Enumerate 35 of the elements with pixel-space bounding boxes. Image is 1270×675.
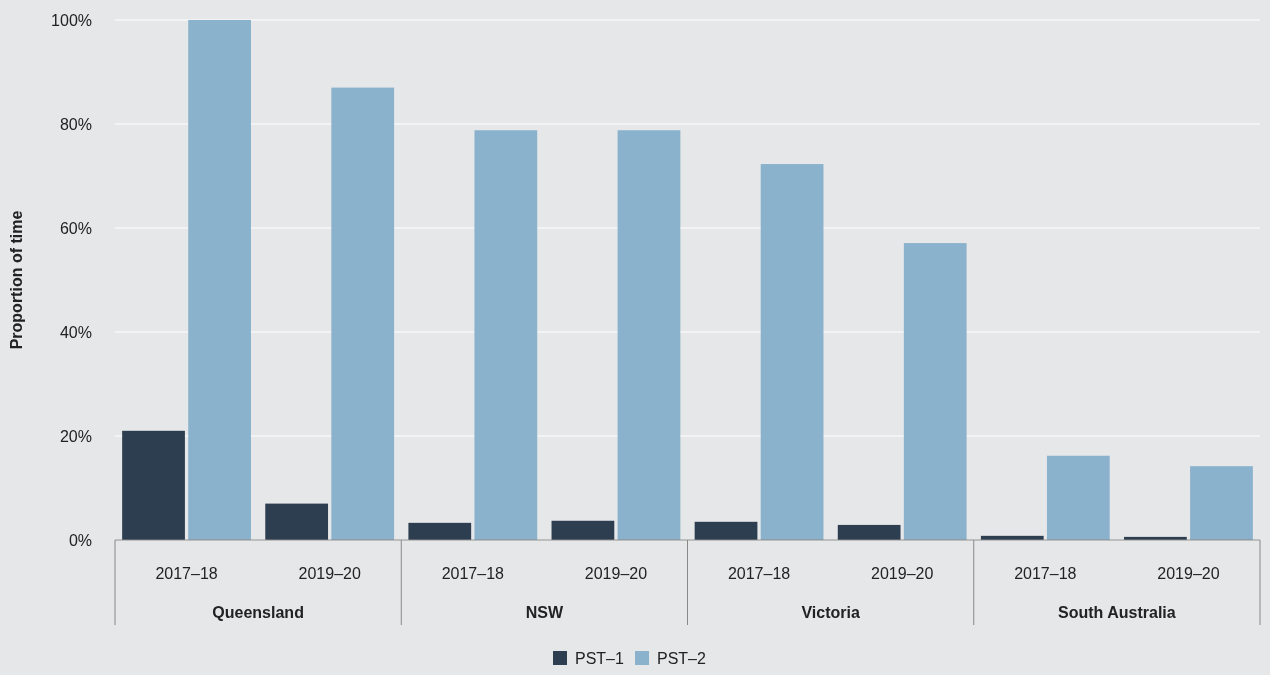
bar: [837, 524, 901, 540]
x-tick-label: 2017–18: [441, 565, 505, 582]
bar: [694, 521, 758, 540]
y-tick-label: 20%: [59, 427, 92, 445]
y-tick-label: 100%: [51, 11, 92, 29]
y-tick-label: 40%: [59, 323, 92, 341]
text: Queensland: [212, 604, 304, 621]
x-tick-label: 2019–20: [584, 565, 648, 582]
x-tick-label: 2017–18: [1014, 565, 1077, 582]
text: NSW: [525, 604, 564, 621]
bar: [188, 20, 251, 540]
x-tick-label: 2019–20: [871, 565, 934, 582]
bar: [331, 87, 395, 540]
legend-label: PST–1: [575, 650, 625, 667]
x-tick-label: 2019–20: [298, 565, 361, 582]
text: Victoria: [801, 604, 860, 621]
bar: [1046, 455, 1110, 540]
legend-label: PST–2: [657, 650, 707, 667]
bar: [122, 430, 185, 540]
bar: [474, 130, 538, 540]
bar: [903, 243, 967, 540]
x-tick-label: 2017–18: [155, 565, 218, 582]
y-tick-label: 80%: [59, 115, 92, 133]
x-tick-label: 2019–20: [1157, 565, 1220, 582]
text: South Australia: [1058, 604, 1176, 621]
y-axis-title: Proportion of time: [8, 210, 25, 350]
x-tick-label: 2017–18: [727, 565, 791, 582]
bar: [1190, 466, 1253, 540]
bar: [551, 520, 615, 540]
bar: [760, 164, 824, 540]
bar: [265, 503, 329, 540]
bar: [408, 522, 472, 540]
bar: [617, 130, 681, 540]
y-tick-label: 60%: [59, 219, 92, 237]
y-tick-label: 0%: [68, 531, 92, 549]
